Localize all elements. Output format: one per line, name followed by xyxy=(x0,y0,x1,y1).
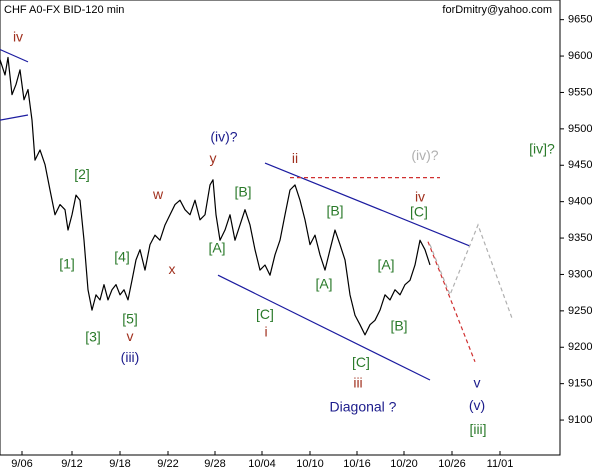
wave-label: v xyxy=(127,328,134,344)
x-tick-label: 11/01 xyxy=(487,458,514,470)
x-tick-label: 9/06 xyxy=(11,458,32,470)
wave-label: iv xyxy=(415,189,425,205)
wave-label: [C] xyxy=(256,306,274,322)
wave-label: [iv]? xyxy=(529,141,555,157)
trend-line xyxy=(427,241,476,363)
wave-label: (v) xyxy=(469,397,485,413)
wave-label: [2] xyxy=(74,166,90,182)
plot-frame xyxy=(0,0,561,456)
x-tick-label: 10/10 xyxy=(296,458,324,470)
wave-label: [5] xyxy=(122,310,138,326)
wave-label: ii xyxy=(292,150,298,166)
wave-label: (iv)? xyxy=(411,147,438,163)
wave-label: [4] xyxy=(114,248,130,264)
trend-line xyxy=(0,48,29,63)
y-tick-label: 9500 xyxy=(568,123,592,135)
wave-label: [B] xyxy=(234,184,251,200)
y-tick-label: 9400 xyxy=(568,196,592,208)
wave-label: [C] xyxy=(352,354,370,370)
wave-label: iii xyxy=(353,374,362,390)
trend-line xyxy=(0,114,29,121)
wave-label: w xyxy=(152,186,164,202)
x-tick-label: 10/20 xyxy=(390,458,418,470)
wave-label: [1] xyxy=(59,256,75,272)
y-tick-label: 9250 xyxy=(568,305,592,317)
trend-line xyxy=(429,223,513,319)
wave-label: [A] xyxy=(315,275,332,291)
y-tick-label: 9300 xyxy=(568,268,592,280)
wave-label: (iii) xyxy=(121,349,140,365)
wave-label: [A] xyxy=(208,240,225,256)
wave-label: Diagonal ? xyxy=(330,398,397,414)
y-tick-label: 9350 xyxy=(568,232,592,244)
wave-label: (iv)? xyxy=(210,128,237,144)
trend-line xyxy=(217,274,431,381)
x-tick-label: 10/04 xyxy=(248,458,276,470)
wave-label: iv xyxy=(13,29,23,45)
y-tick-label: 9650 xyxy=(568,14,592,26)
wave-label: [A] xyxy=(377,256,394,272)
y-tick-label: 9100 xyxy=(568,414,592,426)
price-line xyxy=(0,56,431,336)
credit: forDmitry@yahoo.com xyxy=(442,4,552,16)
wave-label: [B] xyxy=(390,318,407,334)
y-tick-label: 9200 xyxy=(568,341,592,353)
x-tick-label: 10/26 xyxy=(438,458,466,470)
wave-label: y xyxy=(210,150,217,166)
x-tick-label: 10/16 xyxy=(343,458,371,470)
trend-line xyxy=(264,162,471,247)
x-tick-label: 9/18 xyxy=(109,458,130,470)
y-tick-label: 9150 xyxy=(568,378,592,390)
x-tick-label: 9/28 xyxy=(204,458,225,470)
wave-label: x xyxy=(169,261,176,277)
y-tick-label: 9450 xyxy=(568,159,592,171)
wave-label: [iii] xyxy=(469,421,486,437)
x-tick-label: 9/22 xyxy=(157,458,178,470)
wave-label: v xyxy=(474,374,481,390)
wave-label: [3] xyxy=(85,328,101,344)
chart-title: CHF A0-FX BID-120 min xyxy=(4,4,124,16)
wave-label: [C] xyxy=(410,203,428,219)
y-tick-label: 9600 xyxy=(568,50,592,62)
y-tick-label: 9550 xyxy=(568,86,592,98)
wave-label: [B] xyxy=(326,203,343,219)
x-tick-label: 9/12 xyxy=(61,458,82,470)
wave-label: i xyxy=(264,323,267,339)
